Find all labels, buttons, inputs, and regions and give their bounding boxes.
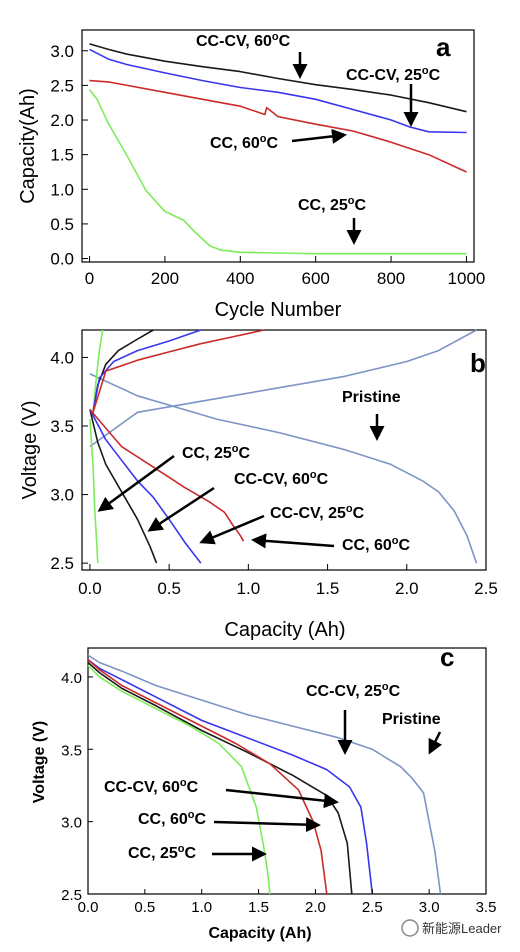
arrow-b-cccv60 bbox=[147, 486, 215, 532]
panel-b-series-9-line bbox=[89, 408, 245, 542]
panel-b-xlabel: Capacity (Ah) bbox=[224, 619, 345, 641]
panel-b-series-1-line bbox=[89, 373, 478, 564]
panel-b-xtick-label-1: 0.5 bbox=[157, 579, 181, 598]
arrow-b-cc60 bbox=[251, 533, 335, 549]
panel-c-ytick-label-1: 3.0 bbox=[61, 815, 82, 832]
panel-b-series-2-line bbox=[92, 329, 104, 413]
panel-a-series-1-line bbox=[89, 48, 467, 134]
panel-b-series-6-line bbox=[92, 329, 202, 413]
panel-b-ytick-label-3: 4.0 bbox=[50, 348, 74, 367]
ann-c-cccv25: CC-CV, 25oC bbox=[306, 681, 401, 700]
ann-a-cccv60: CC-CV, 60oC bbox=[196, 31, 291, 50]
panel-b-series-8-line bbox=[92, 329, 265, 413]
arrow-a-cc60 bbox=[291, 128, 347, 144]
panel-a-ytick-label-0: 0.0 bbox=[50, 250, 74, 269]
panel-b-series-4-line bbox=[92, 329, 154, 413]
panel-b-ytick-label-0: 2.5 bbox=[50, 554, 74, 573]
ann-c-cc25: CC, 25oC bbox=[128, 843, 197, 862]
arrow-c-cc60 bbox=[213, 817, 321, 833]
panel-c-xlabel: Capacity (Ah) bbox=[208, 925, 311, 942]
panel-c-ytick-label-2: 3.5 bbox=[61, 742, 82, 759]
watermark-text: 新能源Leader bbox=[422, 921, 502, 936]
panel-b-xtick-label-4: 2.0 bbox=[395, 579, 419, 598]
panel-c-xtick-label-1: 0.5 bbox=[134, 899, 155, 916]
panel-c-xtick-label-5: 2.5 bbox=[362, 899, 383, 916]
panel-a-series-0-line bbox=[89, 43, 467, 113]
panel-b: 0.0 0.5 1.0 1.5 2.0 2.5 2.5 3.0 3.5 4.0 Capacity … bbox=[19, 329, 498, 641]
panel-b-ytick-label-2: 3.5 bbox=[50, 417, 74, 436]
panel-a-label: a bbox=[436, 32, 451, 62]
panel-a-ylabel: Capacity(Ah) bbox=[17, 88, 39, 204]
arrow-c-cccv60 bbox=[225, 788, 339, 809]
panel-c-xtick-label-3: 1.5 bbox=[248, 899, 269, 916]
panel-b-series-7-line bbox=[89, 409, 202, 564]
panel-a-xtick-label-3: 600 bbox=[302, 269, 330, 288]
panel-b-xtick-label-3: 1.5 bbox=[316, 579, 340, 598]
panel-c-xtick-label-6: 3.0 bbox=[419, 899, 440, 916]
panel-b-series-3-line bbox=[89, 419, 99, 564]
panel-c-xtick-label-7: 3.5 bbox=[476, 899, 497, 916]
panel-a-xtick-label-5: 1000 bbox=[448, 269, 486, 288]
panel-a-ytick-label-3: 1.5 bbox=[50, 146, 74, 165]
ann-b-cc25: CC, 25oC bbox=[182, 443, 251, 462]
panel-a-xtick-label-1: 200 bbox=[151, 269, 179, 288]
panel-b-xtick-label-2: 1.0 bbox=[237, 579, 261, 598]
ann-a-cc25: CC, 25oC bbox=[298, 195, 367, 214]
panel-c: 0.0 0.5 1.0 1.5 2.0 2.5 3.0 3.5 2.5 3.0 3.5 4.0 Cap… bbox=[31, 642, 496, 942]
panel-a-ytick-label-1: 0.5 bbox=[50, 215, 74, 234]
ann-a-cc60: CC, 60oC bbox=[210, 133, 279, 152]
panel-b-series-5-line bbox=[89, 409, 158, 564]
wechat-icon bbox=[401, 919, 419, 937]
ann-a-cccv25: CC-CV, 25oC bbox=[346, 65, 441, 84]
panel-c-ytick-label-3: 4.0 bbox=[61, 670, 82, 687]
panel-c-ylabel: Voltage (V) bbox=[31, 721, 48, 803]
panel-c-ytick-label-0: 2.5 bbox=[61, 887, 82, 904]
panel-c-label: c bbox=[440, 642, 454, 672]
panel-b-xtick-label-0: 0.0 bbox=[78, 579, 102, 598]
arrow-b-cc25 bbox=[97, 454, 175, 512]
panel-c-xtick-label-0: 0.0 bbox=[78, 899, 99, 916]
ann-b-cccv25: CC-CV, 25oC bbox=[270, 503, 365, 522]
watermark: 新能源Leader bbox=[401, 919, 502, 937]
panel-c-xtick-label-2: 1.0 bbox=[191, 899, 212, 916]
ann-b-cccv60: CC-CV, 60oC bbox=[234, 469, 329, 488]
panel-a-xlabel: Cycle Number bbox=[215, 299, 342, 321]
panel-a-series-3-line bbox=[88, 89, 467, 255]
panel-a-ytick-label-2: 1.0 bbox=[50, 180, 74, 199]
panel-a: 0 200 400 600 800 1000 0.0 0.5 1.0 1.5 2.0 2.5 3.0 C… bbox=[17, 29, 486, 321]
panel-c-xtick-label-4: 2.0 bbox=[305, 899, 326, 916]
ann-b-pristine: Pristine bbox=[342, 389, 401, 406]
ann-c-cccv60: CC-CV, 60oC bbox=[104, 777, 199, 796]
panel-a-ytick-label-6: 3.0 bbox=[50, 42, 74, 61]
arrow-b-cccv25 bbox=[199, 514, 265, 545]
panel-c-series-2-line bbox=[87, 661, 353, 895]
panel-b-ylabel: Voltage (V) bbox=[19, 401, 41, 500]
panel-a-ytick-label-4: 2.0 bbox=[50, 111, 74, 130]
panel-b-ytick-label-1: 3.0 bbox=[50, 486, 74, 505]
panel-b-xtick-label-5: 2.5 bbox=[474, 579, 498, 598]
panel-c-series-0-line bbox=[87, 654, 442, 895]
panel-a-xtick-label-2: 400 bbox=[226, 269, 254, 288]
panel-b-label: b bbox=[470, 348, 486, 378]
panel-b-series-0-line bbox=[89, 329, 477, 448]
ann-c-pristine: Pristine bbox=[382, 711, 441, 728]
panel-a-xtick-label-4: 800 bbox=[377, 269, 405, 288]
panel-c-series-1-line bbox=[87, 658, 374, 895]
panel-c-series-3-line bbox=[87, 659, 328, 895]
panel-a-series-2-line bbox=[89, 79, 467, 173]
panel-a-ytick-label-5: 2.5 bbox=[50, 76, 74, 95]
arrow-c-pristine bbox=[428, 731, 443, 755]
ann-c-cc60: CC, 60oC bbox=[138, 809, 207, 828]
panel-a-frame bbox=[81, 29, 475, 263]
panel-a-xtick-label-0: 0 bbox=[85, 269, 94, 288]
ann-b-cc60: CC, 60oC bbox=[342, 535, 411, 554]
panel-c-frame bbox=[87, 647, 487, 895]
panel-b-frame bbox=[81, 329, 487, 571]
